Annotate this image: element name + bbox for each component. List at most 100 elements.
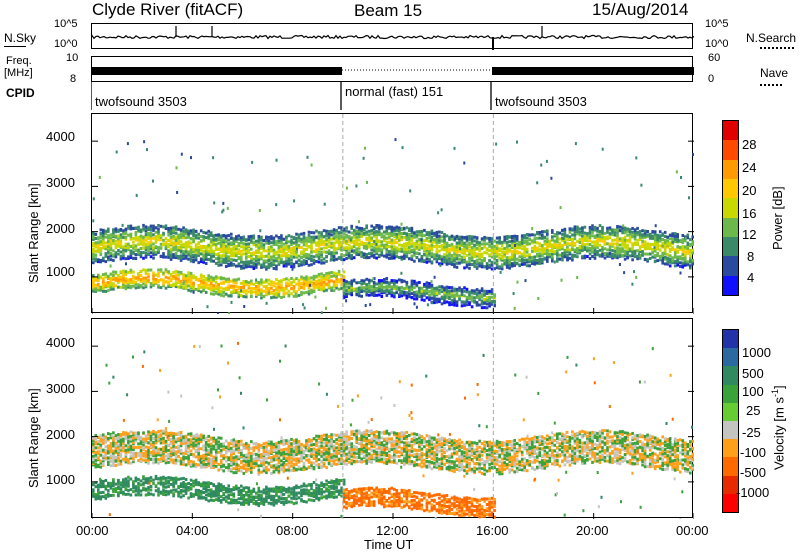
heatmap-cell [393, 285, 396, 289]
heatmap-cell [94, 465, 98, 469]
heatmap-cell [315, 281, 318, 285]
heatmap-cell [543, 256, 547, 260]
heatmap-cell [377, 289, 381, 293]
heatmap-cell [435, 243, 439, 247]
heatmap-cell [189, 281, 193, 285]
heatmap-cell [245, 463, 248, 467]
heatmap-cell [453, 293, 456, 297]
heatmap-cell [583, 231, 587, 235]
heatmap-cell [636, 254, 639, 258]
heatmap-cell [465, 299, 469, 303]
heatmap-cell [367, 241, 371, 245]
heatmap-cell [342, 232, 346, 236]
heatmap-cell [320, 247, 323, 251]
heatmap-cell [425, 281, 429, 285]
heatmap-cell [638, 256, 642, 260]
heatmap-cell [174, 281, 178, 285]
heatmap-cell [653, 249, 657, 253]
heatmap-cell [493, 249, 496, 253]
heatmap-cell [383, 279, 386, 283]
heatmap-cell [367, 288, 371, 292]
heatmap-cell [372, 246, 376, 250]
heatmap-cell [671, 242, 674, 246]
heatmap-cell [230, 261, 233, 265]
heatmap-cell [478, 291, 481, 295]
colorbar-segment [723, 178, 738, 199]
heatmap-cell [192, 233, 195, 237]
heatmap-cell [94, 458, 98, 462]
heatmap-cell [209, 462, 213, 466]
heatmap-cell [455, 241, 459, 245]
heatmap-cell [571, 248, 574, 251]
heatmap-cell [601, 233, 604, 237]
heatmap-cell [184, 241, 188, 245]
heatmap-cell [252, 234, 256, 238]
heatmap-cell [383, 230, 386, 234]
heatmap-cell [147, 241, 150, 245]
heatmap-cell [187, 457, 190, 461]
heatmap-cell [413, 293, 416, 297]
heatmap-cell [104, 232, 108, 235]
scatter-cell [320, 311, 323, 314]
heatmap-cell [174, 450, 178, 454]
heatmap-cell [232, 467, 236, 471]
heatmap-cell [99, 242, 103, 246]
heatmap-cell [232, 440, 236, 444]
scatter-cell [232, 263, 235, 267]
heatmap-cell [167, 438, 170, 441]
heatmap-cell [127, 439, 130, 443]
heatmap-cell [428, 298, 431, 302]
heatmap-cell [107, 281, 110, 284]
heatmap-cell [109, 454, 113, 458]
heatmap-cell [214, 287, 218, 291]
heatmap-cell [586, 239, 589, 243]
heatmap-cell [119, 285, 123, 289]
heatmap-cell [92, 276, 95, 280]
heatmap-cell [144, 246, 148, 250]
heatmap-cell [448, 235, 451, 239]
heatmap-cell [448, 301, 451, 305]
heatmap-cell [305, 290, 308, 294]
heatmap-cell [162, 254, 165, 258]
scatter-cell [296, 247, 298, 251]
heatmap-cell [388, 241, 391, 244]
heatmap-cell [480, 302, 484, 306]
heatmap-cell [340, 240, 343, 244]
heatmap-cell [255, 243, 258, 247]
heatmap-cell [611, 228, 614, 232]
heatmap-cell [561, 232, 564, 236]
heatmap-cell [242, 286, 246, 290]
heatmap-cell [147, 226, 150, 230]
scatter-cell [475, 301, 478, 305]
heatmap-cell [212, 459, 215, 463]
heatmap-cell [202, 283, 205, 287]
heatmap-cell [563, 240, 567, 244]
scatter-cell [176, 191, 179, 194]
heatmap-cell [212, 292, 215, 296]
heatmap-cell [187, 235, 190, 239]
heatmap-cell [317, 252, 321, 256]
heatmap-cell [164, 275, 168, 279]
heatmap-cell [500, 258, 504, 262]
heatmap-cell [593, 248, 597, 252]
heatmap-cell [237, 249, 241, 253]
heatmap-cell [144, 242, 148, 246]
heatmap-cell [107, 240, 110, 243]
heatmap-cell [117, 449, 120, 453]
heatmap-cell [204, 440, 208, 444]
heatmap-cell [189, 284, 193, 288]
heatmap-cell [257, 243, 261, 247]
heatmap-cell [250, 451, 253, 455]
heatmap-cell [320, 285, 323, 289]
heatmap-cell [689, 238, 692, 242]
heatmap-cell [144, 248, 148, 252]
heatmap-cell [613, 228, 617, 232]
heatmap-cell [104, 439, 108, 442]
heatmap-cell [347, 235, 351, 239]
heatmap-cell [290, 281, 293, 284]
heatmap-cell [119, 440, 123, 444]
scatter-cell [129, 250, 132, 254]
heatmap-cell [250, 259, 253, 263]
heatmap-cell [405, 280, 409, 284]
heatmap-cell [606, 228, 609, 232]
